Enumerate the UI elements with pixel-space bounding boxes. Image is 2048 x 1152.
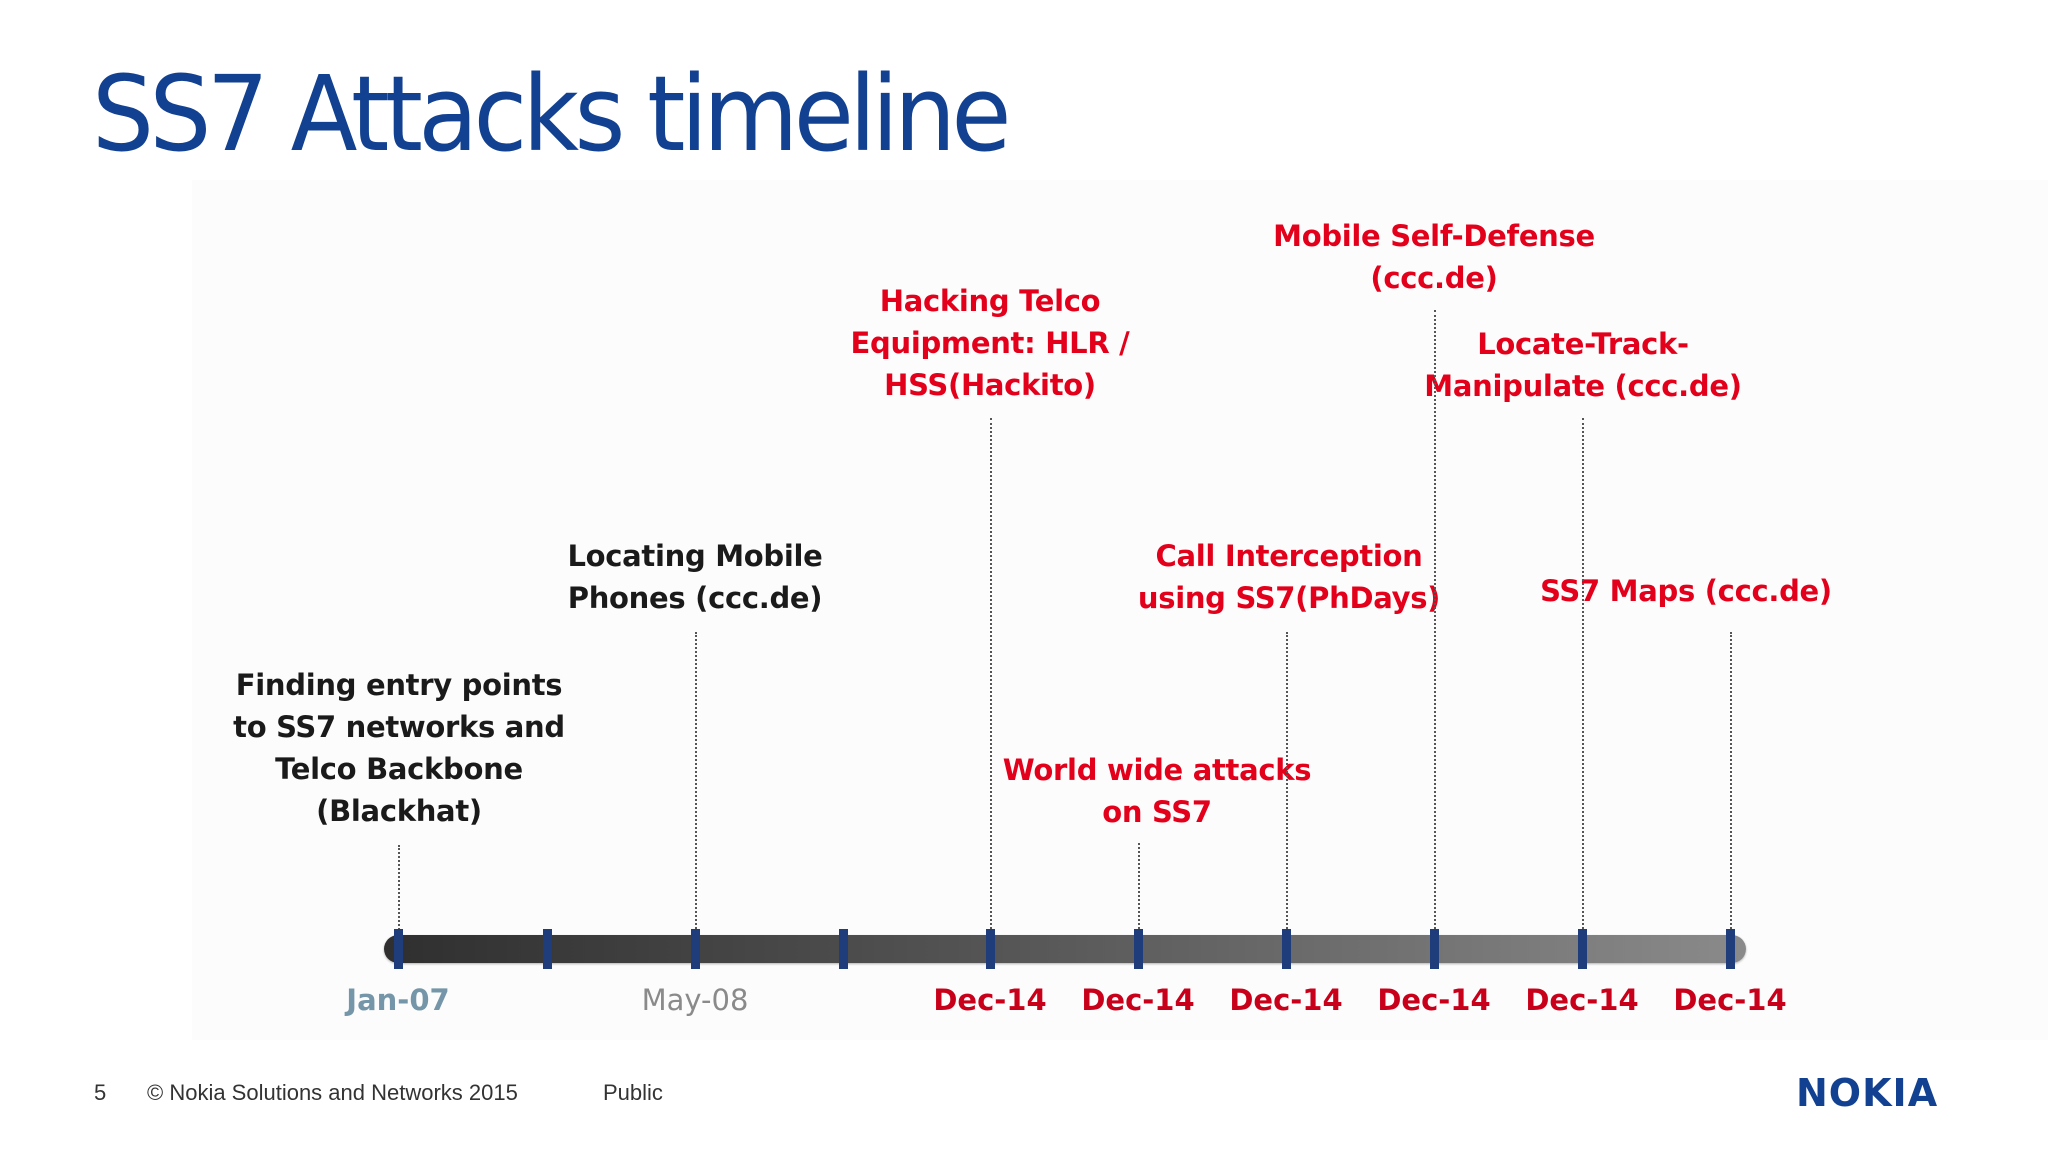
timeline-tick <box>839 929 848 969</box>
event-label-call-interception: Call Interception using SS7(PhDays) <box>1137 539 1441 615</box>
timeline-tick <box>543 929 552 969</box>
page-title: SS7 Attacks timeline <box>92 53 1011 175</box>
event-label-world-wide-attacks: World wide attacks on SS7 <box>1002 753 1312 829</box>
date-label: Dec-14 <box>1673 983 1787 1017</box>
nokia-logo: NOKIA <box>1796 1071 1939 1115</box>
timeline-tick <box>986 929 995 969</box>
connector-line <box>1434 310 1436 933</box>
connector-line <box>1582 418 1584 933</box>
timeline-tick <box>1430 929 1439 969</box>
timeline-bar <box>384 935 1746 963</box>
event-label-locating-phones: Locating Mobile Phones (ccc.de) <box>567 539 823 615</box>
date-label: Dec-14 <box>1377 983 1491 1017</box>
timeline-tick <box>691 929 700 969</box>
page-number: 5 <box>94 1080 107 1105</box>
timeline-panel <box>192 180 2048 1040</box>
date-label: Jan-07 <box>346 983 450 1017</box>
event-label-blackhat: Finding entry points to SS7 networks and… <box>233 668 565 828</box>
timeline-tick <box>1578 929 1587 969</box>
date-label: Dec-14 <box>933 983 1047 1017</box>
timeline-tick <box>1282 929 1291 969</box>
date-label: Dec-14 <box>1229 983 1343 1017</box>
date-label: Dec-14 <box>1081 983 1195 1017</box>
event-label-locate-track-manipulate: Locate-Track- Manipulate (ccc.de) <box>1424 327 1742 403</box>
connector-line <box>695 632 697 933</box>
copyright-text: © Nokia Solutions and Networks 2015 <box>147 1080 518 1105</box>
classification-label: Public <box>603 1080 663 1105</box>
timeline-tick <box>1726 929 1735 969</box>
date-label: May-08 <box>641 983 749 1017</box>
connector-line <box>990 418 992 933</box>
connector-line <box>1138 843 1140 933</box>
connector-line <box>398 845 400 933</box>
connector-line <box>1286 632 1288 933</box>
connector-line <box>1730 632 1732 933</box>
event-label-ss7-maps: SS7 Maps (ccc.de) <box>1540 574 1832 608</box>
event-label-hacking-telco: Hacking Telco Equipment: HLR / HSS(Hacki… <box>850 284 1130 402</box>
date-label: Dec-14 <box>1525 983 1639 1017</box>
event-label-mobile-self-defense: Mobile Self-Defense (ccc.de) <box>1273 219 1595 295</box>
timeline-tick <box>394 929 403 969</box>
timeline-tick <box>1134 929 1143 969</box>
